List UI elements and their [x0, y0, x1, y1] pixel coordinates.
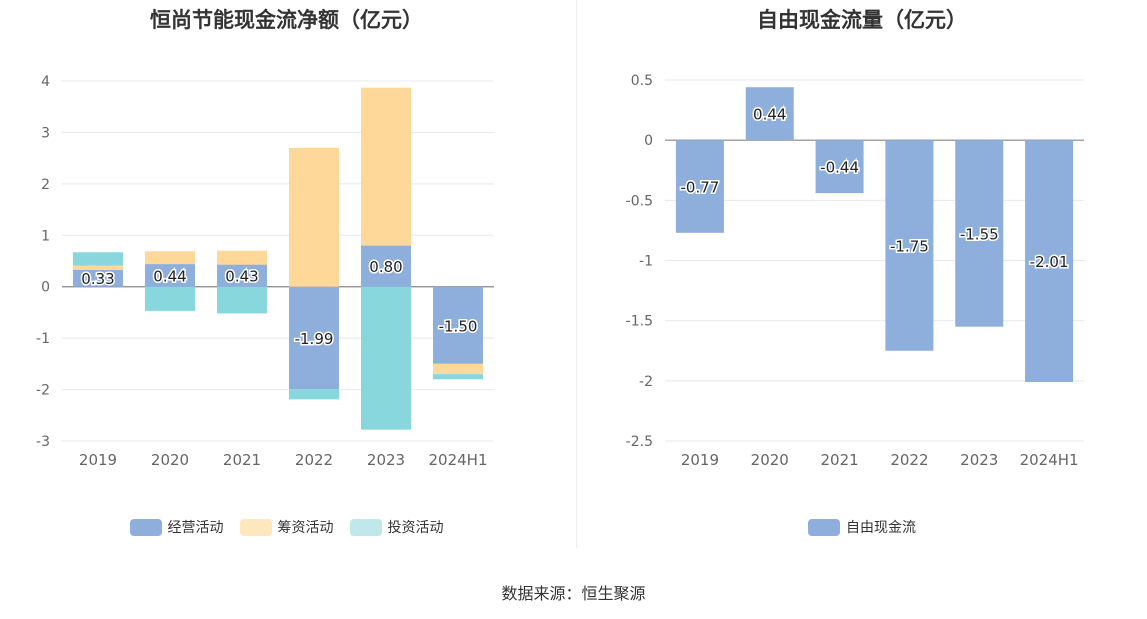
legend-swatch-operating [129, 518, 162, 536]
data-label: -1.50 [439, 317, 478, 335]
cashflow-net-chart-panel: 恒尚节能现金流净额（亿元） 4 3 2 1 0 -1 -2 -3 0.33 0.44 0.43 -1.… [0, 0, 573, 560]
bar-primary [217, 264, 267, 287]
y-tick-label: 0 [644, 133, 653, 149]
y-tick-label: 4 [41, 74, 50, 90]
chart-title: 恒尚节能现金流净额（亿元） [150, 8, 423, 32]
data-label: -1.55 [960, 225, 999, 243]
bar-primary [815, 140, 864, 194]
bar-series-2 [217, 286, 267, 314]
bar-series-2 [73, 252, 123, 266]
legend-item-investing[interactable]: 投资活动 [349, 517, 444, 537]
data-label: 0.43 [225, 268, 258, 286]
bar-series-1 [361, 87, 411, 246]
free-cashflow-chart-panel: 自由现金流量（亿元） 0.5 0 -0.5 -1 -1.5 -2 -2.5 -0.77 0.44… [577, 0, 1147, 560]
bar-primary [1025, 140, 1074, 383]
x-tick-label: 2019 [79, 451, 117, 469]
y-tick-label: 3 [41, 125, 50, 141]
bar-primary [433, 286, 483, 364]
chart-legend: 自由现金流 [577, 517, 1147, 537]
legend-swatch-free-cashflow [808, 518, 840, 536]
legend-item-free-cashflow[interactable]: 自由现金流 [808, 517, 916, 537]
cashflow-net-chart: 4 3 2 1 0 -1 -2 -3 0.33 0.44 0.43 -1.99 0.80 -1.50 201… [36, 74, 494, 469]
y-tick-label: -0.5 [626, 193, 653, 209]
bar-series-1 [73, 265, 123, 270]
data-label: -0.44 [820, 159, 859, 177]
y-tick-label: 2 [41, 177, 50, 193]
data-label: -1.75 [890, 237, 929, 255]
chart-title: 自由现金流量（亿元） [757, 8, 967, 32]
y-tick-label: -2.5 [626, 434, 653, 450]
y-tick-label: 0.5 [631, 73, 653, 89]
x-tick-label: 2020 [751, 451, 789, 469]
bar-primary [289, 286, 339, 390]
bar-series-1 [217, 250, 267, 265]
chart-legend: 经营活动 筹资活动 投资活动 [0, 517, 573, 537]
legend-item-financing[interactable]: 筹资活动 [239, 517, 334, 537]
bar-series-2 [289, 389, 339, 400]
bar-primary [955, 140, 1004, 327]
y-tick-label: -2 [639, 374, 653, 390]
bar-primary [885, 140, 934, 351]
x-tick-label: 2022 [890, 451, 928, 469]
data-label: 0.80 [369, 258, 402, 276]
y-tick-label: -3 [36, 434, 50, 450]
bar-series-2 [145, 286, 195, 311]
bar-primary [675, 140, 724, 233]
x-tick-label: 2021 [820, 451, 858, 469]
x-tick-label: 2019 [681, 451, 719, 469]
legend-swatch-financing [239, 518, 272, 536]
bar-series-2 [361, 286, 411, 430]
y-tick-label: -1 [639, 254, 653, 270]
data-label: 0.33 [81, 270, 114, 288]
x-tick-label: 2024H1 [1020, 451, 1079, 469]
y-tick-label: 1 [41, 228, 50, 244]
bar-series-1 [145, 251, 195, 265]
data-label: -1.99 [295, 330, 334, 348]
legend-label-investing: 投资活动 [387, 520, 444, 536]
y-tick-label: -2 [36, 383, 50, 399]
y-tick-label: -1 [36, 331, 50, 347]
y-tick-label: -1.5 [626, 314, 653, 330]
panel-divider [576, 0, 577, 548]
x-tick-label: 2020 [151, 451, 189, 469]
legend-label-free-cashflow: 自由现金流 [846, 520, 916, 536]
legend-item-operating[interactable]: 经营活动 [129, 517, 224, 537]
x-tick-label: 2021 [223, 451, 261, 469]
bar-primary [73, 269, 123, 287]
legend-label-financing: 筹资活动 [277, 520, 334, 536]
bar-primary [145, 264, 195, 287]
data-label: 0.44 [753, 106, 786, 124]
data-source-note: 数据来源：恒生聚源 [501, 584, 646, 603]
y-tick-label: 0 [41, 280, 50, 296]
legend-swatch-investing [349, 518, 382, 536]
bar-series-2 [433, 374, 483, 380]
data-label: 0.44 [153, 267, 186, 285]
x-tick-label: 2022 [295, 451, 333, 469]
legend-label-operating: 经营活动 [167, 520, 224, 536]
x-tick-label: 2023 [960, 451, 998, 469]
data-label: -0.77 [681, 178, 720, 196]
x-tick-label: 2024H1 [429, 451, 488, 469]
bar-primary [361, 245, 411, 287]
bar-primary [745, 87, 794, 141]
free-cashflow-chart: 0.5 0 -0.5 -1 -1.5 -2 -2.5 -0.77 0.44 -0.44 -1.75 -… [626, 73, 1084, 469]
bar-series-1 [289, 147, 339, 287]
data-label: -2.01 [1030, 253, 1069, 271]
bar-series-1 [433, 363, 483, 375]
x-tick-label: 2023 [367, 451, 405, 469]
